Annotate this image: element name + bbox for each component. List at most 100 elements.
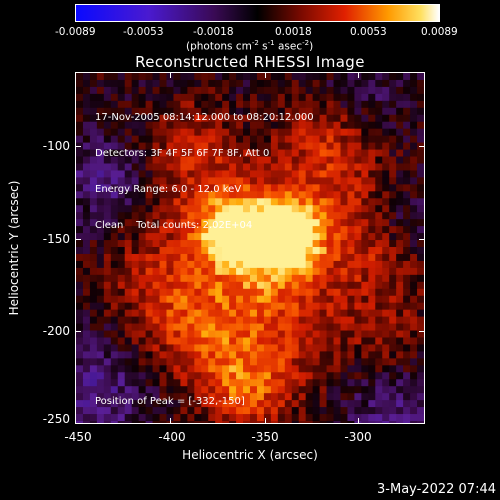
heatmap-pixel [347, 100, 355, 109]
heatmap-pixel [256, 400, 265, 408]
heatmap-pixel [76, 344, 84, 352]
heatmap-pixel [173, 267, 181, 276]
heatmap-pixel [250, 358, 258, 366]
heatmap-pixel [382, 240, 390, 248]
heatmap-pixel [110, 365, 119, 373]
heatmap-pixel [194, 198, 202, 206]
heatmap-pixel [396, 107, 404, 116]
heatmap-pixel [250, 302, 258, 311]
heatmap-pixel [403, 205, 411, 213]
heatmap-pixel [96, 302, 105, 311]
heatmap-pixel [347, 281, 355, 290]
heatmap-pixel [361, 149, 369, 158]
heatmap-pixel [375, 379, 383, 387]
heatmap-pixel [250, 379, 258, 387]
heatmap-pixel [333, 358, 341, 366]
heatmap-pixel [103, 212, 112, 220]
heatmap-pixel [152, 205, 161, 213]
heatmap-pixel [229, 156, 237, 164]
heatmap-pixel [256, 233, 265, 241]
heatmap-pixel [201, 288, 209, 297]
heatmap-pixel [291, 128, 300, 137]
heatmap-pixel [215, 163, 223, 171]
heatmap-pixel [173, 316, 181, 325]
heatmap-pixel [103, 114, 112, 123]
heatmap-pixel [96, 421, 105, 423]
heatmap-pixel [291, 198, 300, 206]
heatmap-pixel [382, 407, 390, 415]
heatmap-pixel [403, 288, 411, 297]
heatmap-pixel [361, 281, 369, 290]
heatmap-pixel [417, 281, 424, 290]
heatmap-pixel [236, 407, 244, 415]
heatmap-pixel [229, 191, 237, 199]
heatmap-pixel [263, 316, 272, 325]
heatmap-pixel [403, 121, 411, 130]
heatmap-pixel [326, 379, 335, 387]
heatmap-pixel [403, 309, 411, 318]
heatmap-pixel [340, 407, 348, 415]
heatmap-pixel [347, 351, 355, 359]
heatmap-pixel [291, 302, 300, 311]
heatmap-pixel [319, 337, 328, 345]
heatmap-pixel [131, 128, 140, 137]
heatmap-pixel [152, 302, 161, 311]
heatmap-pixel [222, 337, 230, 345]
heatmap-pixel [298, 421, 307, 423]
heatmap-pixel [110, 100, 119, 109]
heatmap-pixel [103, 414, 112, 422]
heatmap-pixel [222, 240, 230, 248]
heatmap-pixel [270, 177, 279, 185]
heatmap-pixel [250, 337, 258, 345]
heatmap-pixel [215, 73, 223, 81]
heatmap-pixel [284, 386, 293, 394]
heatmap-pixel [403, 212, 411, 220]
heatmap-pixel [229, 135, 237, 144]
heatmap-pixel [312, 73, 321, 81]
heatmap-pixel [305, 316, 314, 325]
heatmap-pixel [319, 163, 328, 171]
heatmap-pixel [103, 205, 112, 213]
heatmap-pixel [347, 121, 355, 130]
heatmap-pixel [312, 247, 321, 255]
heatmap-pixel [138, 107, 147, 116]
heatmap-pixel [208, 267, 216, 276]
heatmap-pixel [131, 86, 140, 95]
heatmap-pixel [382, 365, 390, 373]
heatmap-pixel [326, 240, 335, 248]
heatmap-pixel [417, 358, 424, 366]
heatmap-pixel [82, 344, 91, 352]
heatmap-pixel [326, 393, 335, 401]
heatmap-pixel [82, 170, 91, 178]
heatmap-pixel [389, 219, 397, 227]
heatmap-pixel [76, 316, 84, 325]
heatmap-pixel [138, 421, 147, 423]
heatmap-pixel [403, 100, 411, 109]
heatmap-pixel [173, 323, 181, 332]
heatmap-pixel [333, 267, 341, 276]
heatmap-pixel [96, 219, 105, 227]
heatmap-pixel [145, 226, 154, 234]
heatmap-pixel [138, 226, 147, 234]
heatmap-pixel [263, 142, 272, 151]
heatmap-pixel [263, 365, 272, 373]
heatmap-pixel [187, 79, 195, 88]
colorbar-tick-label: -0.0053 [123, 26, 164, 38]
heatmap-pixel [347, 184, 355, 192]
heatmap-pixel [319, 323, 328, 332]
heatmap-pixel [201, 156, 209, 164]
heatmap-pixel [201, 226, 209, 234]
heatmap-pixel [208, 372, 216, 380]
heatmap-pixel [277, 163, 286, 171]
heatmap-pixel [389, 260, 397, 269]
heatmap-pixel [410, 281, 418, 290]
heatmap-pixel [319, 344, 328, 352]
heatmap-pixel [410, 247, 418, 255]
heatmap-pixel [354, 107, 362, 116]
heatmap-pixel [103, 302, 112, 311]
heatmap-pixel [298, 86, 307, 95]
heatmap-pixel [152, 267, 161, 276]
heatmap-pixel [236, 337, 244, 345]
heatmap-pixel [347, 73, 355, 81]
heatmap-pixel [270, 86, 279, 95]
